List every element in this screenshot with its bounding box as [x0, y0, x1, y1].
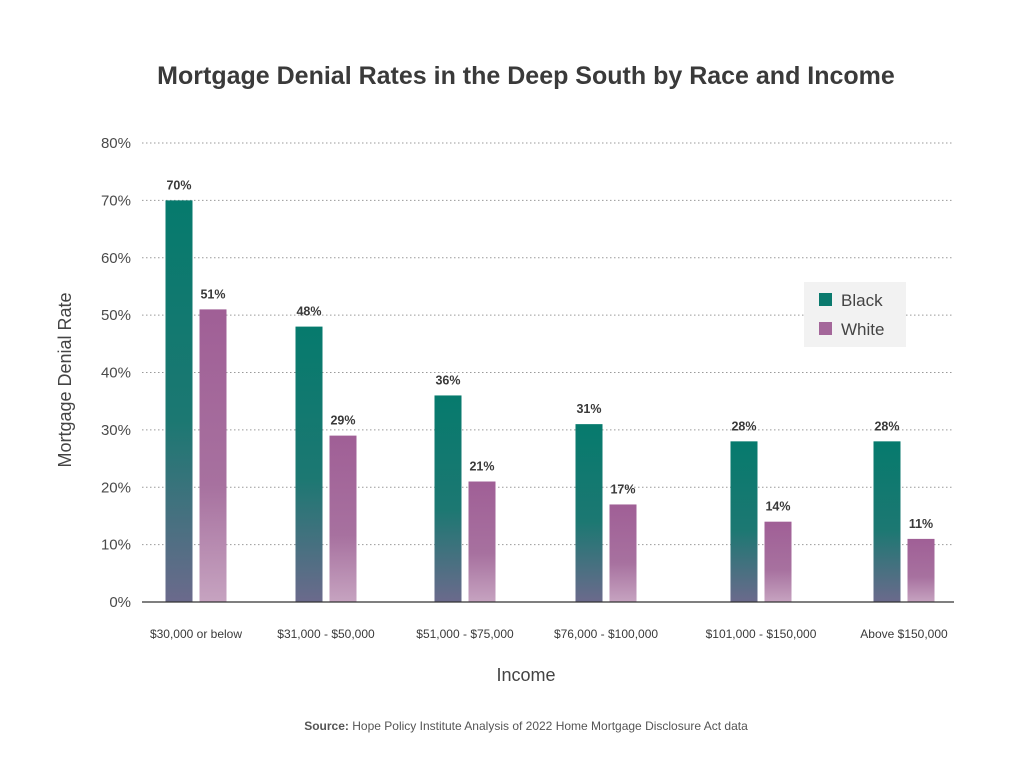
data-label-black: 36% [435, 373, 460, 387]
bar-white [199, 309, 227, 602]
y-tick-label: 50% [101, 307, 131, 324]
y-tick-label: 70% [101, 192, 131, 209]
bar-black [575, 424, 603, 602]
bar-white [764, 521, 792, 602]
data-label-black: 28% [874, 419, 899, 433]
bar-white [907, 538, 935, 602]
x-axis-title: Income [496, 665, 555, 685]
bar-white [468, 481, 496, 602]
x-category-label: $31,000 - $50,000 [277, 627, 375, 641]
source-text: Hope Policy Institute Analysis of 2022 H… [349, 719, 748, 733]
y-tick-label: 10% [101, 537, 131, 554]
bar-black [165, 200, 193, 602]
source-note: Source: Hope Policy Institute Analysis o… [304, 719, 748, 733]
bar-black [434, 395, 462, 602]
bar-black [730, 441, 758, 602]
x-category-label: Above $150,000 [860, 627, 948, 641]
x-category-label: $76,000 - $100,000 [554, 627, 658, 641]
data-label-white: 21% [469, 460, 494, 474]
y-tick-label: 40% [101, 365, 131, 382]
x-category-label: $101,000 - $150,000 [706, 627, 817, 641]
data-label-white: 14% [765, 500, 790, 514]
y-axis-ticks: 0% 10% 20% 30% 40% 50% 60% 70% 80% [101, 135, 131, 611]
x-axis-categories: $30,000 or below $31,000 - $50,000 $51,000… [150, 627, 948, 641]
y-tick-label: 80% [101, 135, 131, 152]
legend-label-black: Black [841, 291, 883, 310]
x-category-label: $30,000 or below [150, 627, 242, 641]
data-label-white: 11% [909, 517, 933, 531]
y-tick-label: 0% [109, 594, 131, 611]
data-labels: 70% 51% 48% 29% 36% 21% 31% 17% 28% 14% 28% 11% [166, 178, 933, 531]
bar-black [873, 441, 901, 602]
bar-white [329, 435, 357, 602]
y-tick-label: 60% [101, 250, 131, 267]
data-label-black: 31% [576, 402, 601, 416]
source-label: Source: [304, 719, 349, 733]
y-axis-title: Mortgage Denial Rate [55, 292, 75, 467]
x-category-label: $51,000 - $75,000 [416, 627, 514, 641]
bar-black [295, 326, 323, 602]
data-label-white: 17% [610, 482, 635, 496]
chart-title: Mortgage Denial Rates in the Deep South … [157, 62, 895, 90]
legend-box [804, 282, 906, 347]
data-label-black: 70% [166, 178, 191, 192]
bar-white [609, 504, 637, 602]
data-label-black: 28% [731, 419, 756, 433]
data-label-black: 48% [296, 305, 321, 319]
y-tick-label: 30% [101, 422, 131, 439]
y-tick-label: 20% [101, 479, 131, 496]
bars [165, 200, 935, 602]
legend: Black White [804, 282, 906, 347]
data-label-white: 29% [330, 414, 355, 428]
legend-label-white: White [841, 320, 884, 339]
data-label-white: 51% [200, 287, 225, 301]
legend-swatch-white [819, 322, 832, 335]
legend-swatch-black [819, 293, 832, 306]
